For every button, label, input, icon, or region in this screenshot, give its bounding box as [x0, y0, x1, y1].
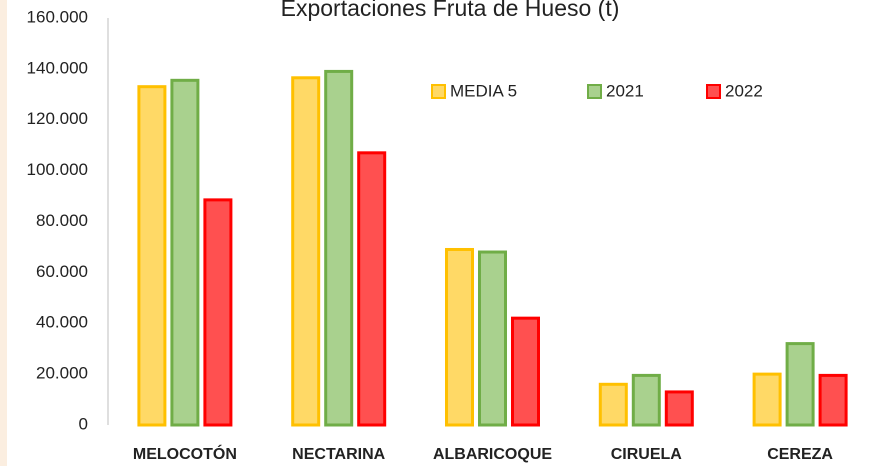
- legend-swatch: [706, 84, 721, 99]
- bar: [818, 373, 848, 427]
- bar: [291, 76, 321, 427]
- legend-swatch: [431, 84, 446, 99]
- legend-label: 2021: [606, 81, 644, 100]
- bar: [137, 85, 167, 427]
- y-tick-label: 160.000: [27, 7, 88, 26]
- y-tick-label: 80.000: [36, 211, 88, 230]
- x-tick-label: CIRUELA: [611, 446, 683, 463]
- x-tick-label: ALBARICOQUE: [433, 446, 552, 463]
- bar: [752, 372, 782, 427]
- bar: [445, 247, 474, 427]
- bar: [598, 382, 628, 427]
- x-tick-label: MELOCOTÓN: [133, 444, 237, 463]
- x-tick-label: CEREZA: [767, 446, 833, 463]
- bar: [511, 316, 540, 427]
- bar: [170, 78, 200, 427]
- legend-label: MEDIA 5: [450, 81, 517, 100]
- y-tick-label: 60.000: [36, 262, 88, 281]
- bar: [664, 390, 694, 427]
- bar: [785, 342, 815, 427]
- y-tick-label: 0: [79, 414, 88, 433]
- edge-strip: [0, 0, 7, 466]
- legend-swatch: [587, 84, 602, 99]
- x-tick-label: NECTARINA: [292, 446, 385, 463]
- y-tick-label: 100.000: [27, 160, 88, 179]
- bar: [324, 69, 354, 427]
- bar: [478, 250, 507, 427]
- y-tick-label: 140.000: [27, 58, 88, 77]
- y-tick-label: 20.000: [36, 364, 88, 383]
- y-tick-label: 120.000: [27, 109, 88, 128]
- legend-label: 2022: [725, 81, 763, 100]
- bar: [631, 373, 661, 427]
- bar: [203, 198, 233, 427]
- y-tick-label: 40.000: [36, 313, 88, 332]
- chart-title: Exportaciones Fruta de Hueso (t): [281, 0, 620, 21]
- bar: [357, 151, 387, 427]
